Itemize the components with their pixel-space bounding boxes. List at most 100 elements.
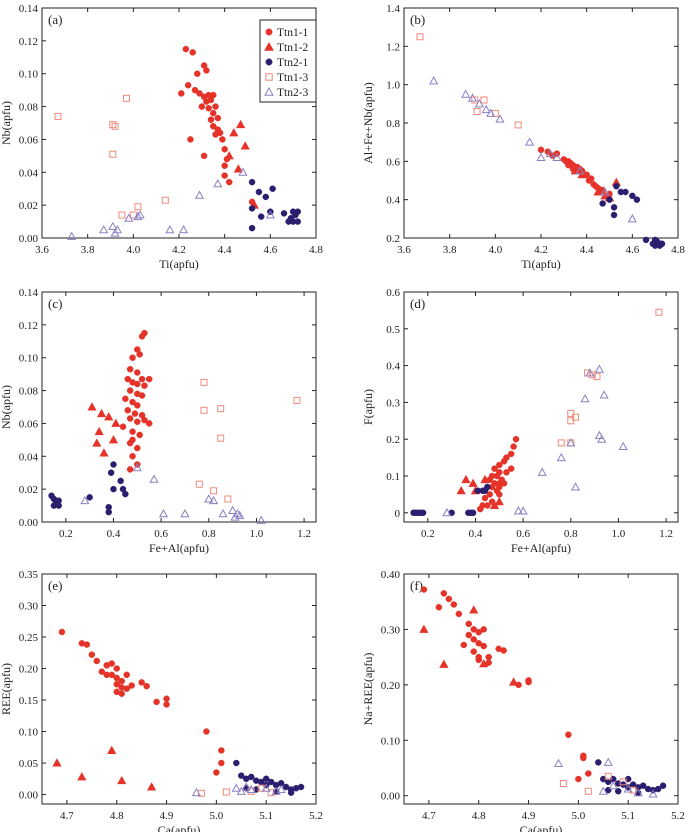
series-Ttn2-3: [67, 167, 275, 240]
data-point: [512, 435, 520, 443]
data-point: [468, 478, 478, 487]
data-point: [470, 636, 477, 643]
data-point: [246, 784, 256, 794]
data-point: [208, 495, 219, 505]
series-Ttn2-1: [599, 183, 666, 249]
data-point: [435, 604, 443, 611]
series-Ttn1-1: [119, 329, 153, 473]
data-point: [136, 351, 143, 358]
data-point: [556, 452, 566, 462]
data-point: [262, 775, 270, 783]
x-axis-label: Ca(apfu): [520, 823, 563, 832]
data-point: [178, 225, 189, 234]
data-point: [480, 642, 487, 650]
data-point: [484, 502, 491, 509]
data-point: [238, 772, 245, 779]
series-Ttn2-3: [429, 76, 637, 223]
y-tick-label: 1.4: [386, 3, 400, 15]
y-tick-label: 0.6: [386, 287, 400, 299]
data-point: [419, 624, 429, 633]
data-point: [507, 450, 515, 458]
x-axis-label: Fe+Al(apfu): [511, 541, 571, 555]
data-point: [129, 398, 136, 406]
y-tick-label: 0.4: [386, 195, 400, 207]
y-axis-label: Nb(apfu): [0, 385, 13, 429]
data-point: [247, 773, 255, 781]
series-Ttn1-3: [195, 378, 301, 503]
x-axis-label: Ti(apfu): [521, 257, 561, 271]
y-tick-label: 0.14: [19, 287, 39, 299]
x-tick-label: 1.2: [659, 528, 673, 540]
series-Ttn1-3: [54, 94, 169, 219]
data-point: [124, 213, 134, 222]
data-point: [117, 477, 124, 485]
panel-c: 0.2 0.4 0.6 0.8 1.0 1.2 0.00 0.02 0.04 0.06 0.08 0.…: [0, 287, 317, 555]
data-point: [267, 789, 275, 797]
plot-frame: [403, 573, 679, 805]
panel-label: (e): [48, 578, 62, 593]
data-point: [575, 166, 585, 175]
data-point: [655, 308, 663, 316]
data-point: [210, 123, 217, 130]
y-tick-label: 0.20: [381, 680, 401, 692]
data-point: [93, 657, 101, 665]
data-point: [613, 183, 620, 190]
x-tick-label: 4.4: [580, 244, 594, 256]
y-axis-label: F(apfu): [361, 389, 375, 425]
data-point: [149, 474, 159, 483]
data-point: [219, 136, 226, 143]
legend-label: Ttn1-1: [277, 27, 309, 39]
y-tick-label: 0.08: [19, 102, 39, 114]
data-point: [456, 485, 466, 495]
y-tick-label: 0.10: [19, 727, 39, 739]
data-point: [642, 236, 650, 244]
y-tick-label: 0.00: [381, 791, 401, 803]
plot-frame: [403, 7, 679, 239]
x-axis-label: Ti(apfu): [159, 257, 199, 271]
y-tick-label: 0.35: [19, 569, 39, 581]
data-point: [210, 109, 217, 117]
x-tick-label: 0.8: [202, 528, 216, 540]
data-point: [486, 108, 496, 117]
data-point: [52, 758, 62, 767]
data-point: [218, 759, 225, 767]
series-Ttn2-1: [248, 178, 301, 232]
data-point: [138, 392, 146, 399]
data-point: [293, 396, 301, 404]
series-Ttn2-3: [553, 757, 658, 798]
data-point: [481, 487, 489, 494]
data-point: [236, 786, 246, 795]
data-point: [566, 438, 576, 447]
series-Ttn1-2: [419, 605, 519, 686]
data-point: [210, 487, 218, 495]
data-point: [510, 443, 517, 450]
data-point: [595, 759, 602, 766]
data-point: [494, 496, 504, 506]
data-point: [262, 193, 270, 201]
data-point: [136, 431, 143, 439]
data-point: [479, 659, 489, 668]
data-point: [448, 509, 455, 517]
data-point: [475, 640, 482, 647]
data-point: [622, 188, 629, 196]
panel-label: (b): [410, 12, 425, 27]
data-point: [567, 417, 575, 425]
y-axis-label: Nb(apfu): [0, 101, 13, 145]
y-tick-label: 0.10: [19, 353, 39, 365]
x-tick-label: 0.2: [59, 528, 73, 540]
series-Ttn2-3: [80, 463, 266, 524]
data-point: [599, 390, 609, 399]
data-point: [203, 98, 210, 105]
data-point: [117, 775, 127, 785]
panel-label: (f): [410, 578, 423, 593]
data-point: [203, 728, 210, 735]
data-point: [145, 420, 153, 427]
data-point: [111, 418, 121, 427]
data-point: [525, 678, 532, 686]
data-point: [165, 225, 175, 234]
y-tick-label: 0.20: [19, 664, 39, 676]
x-tick-label: 4.0: [488, 244, 502, 256]
data-point: [603, 757, 613, 766]
data-point: [134, 380, 141, 388]
series-Ttn1-2: [87, 402, 121, 457]
